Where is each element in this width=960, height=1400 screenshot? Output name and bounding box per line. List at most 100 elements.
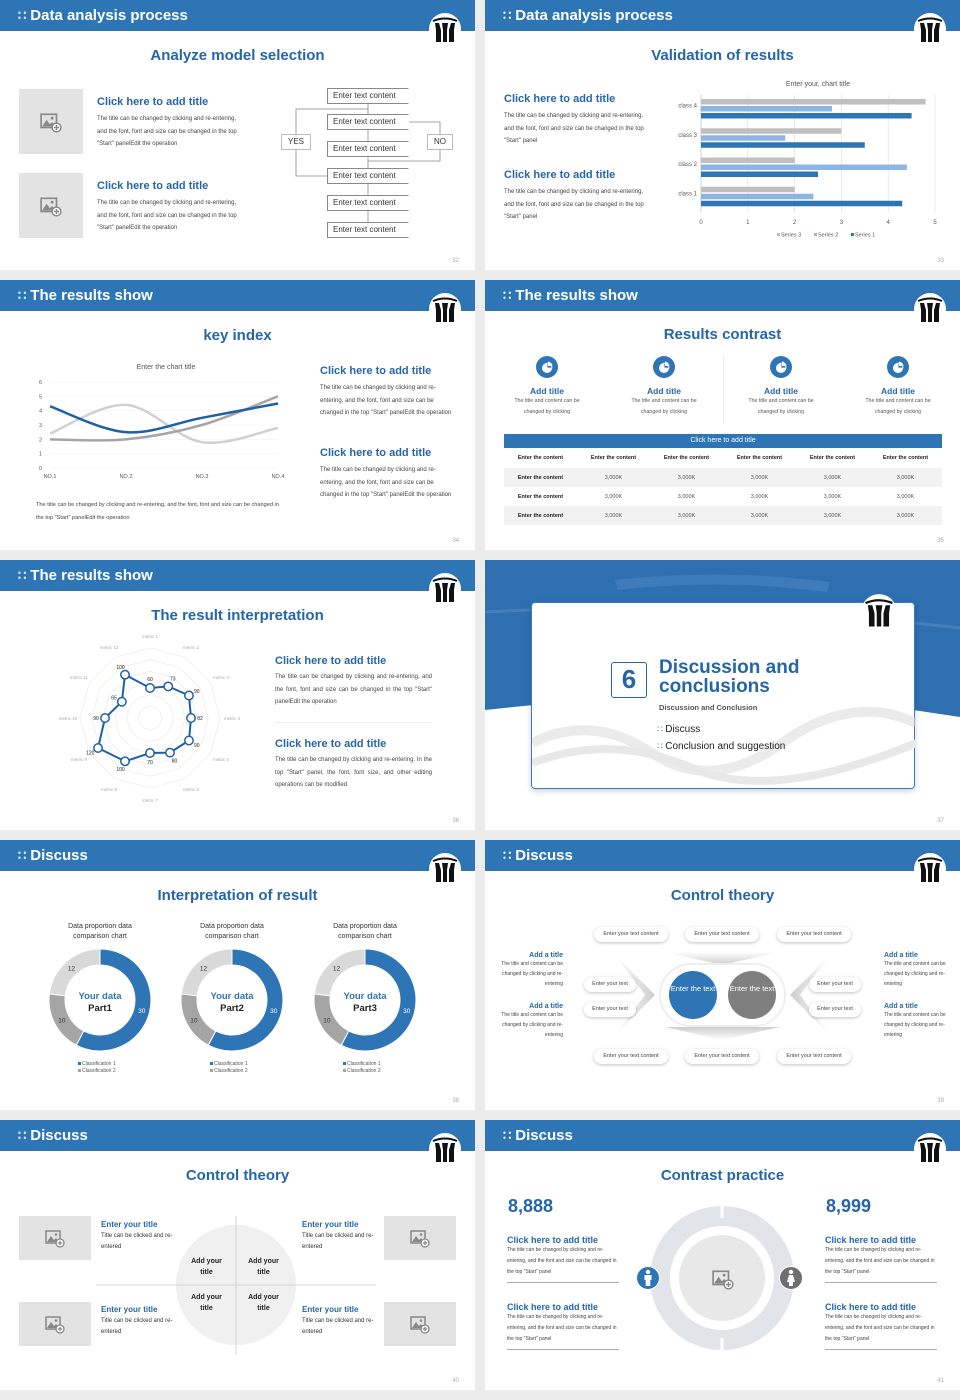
divider — [723, 356, 724, 424]
item-title[interactable]: Enter your title — [302, 1220, 359, 1229]
header-title: Discuss — [30, 1127, 88, 1144]
image-placeholder[interactable] — [19, 1216, 91, 1260]
data-label: 30 — [138, 1008, 146, 1015]
section-item[interactable]: ∷ Discuss — [657, 724, 700, 735]
flow-box[interactable]: Enter text content — [327, 88, 409, 104]
item-title[interactable]: Add a title — [529, 952, 563, 959]
card-title[interactable]: Add title — [530, 386, 564, 396]
slide-header: ∷ Data analysis process — [485, 0, 960, 31]
item-body: The title can be changed by clicking and… — [97, 200, 237, 231]
table-header-cell: Enter the content — [809, 455, 856, 461]
section-item[interactable]: ∷ Conclusion and suggestion — [657, 741, 785, 752]
picture-icon[interactable] — [712, 1268, 734, 1290]
text-pill[interactable]: Enter your text content — [777, 1049, 851, 1064]
image-placeholder[interactable] — [19, 173, 83, 238]
item-title[interactable]: Enter your title — [302, 1305, 359, 1314]
table-row: Enter the content 3,000K 3,000K 3,000K 3,000… — [504, 468, 942, 487]
text-pill[interactable]: Enter your text content — [685, 927, 759, 942]
card-title[interactable]: Add title — [881, 386, 915, 396]
flow-box[interactable]: Enter text content — [327, 195, 409, 211]
legend-label: Classification 1 — [347, 1061, 381, 1067]
series-line — [49, 395, 279, 442]
item-title[interactable]: Add a title — [529, 1003, 563, 1010]
text-pill[interactable]: Enter your text content — [594, 1049, 668, 1064]
chart-title: Data proportion data comparison chart — [200, 923, 264, 940]
data-label: 12 — [200, 965, 208, 972]
donut-center-label: Your data — [210, 991, 254, 1002]
legend-item: Classification 2 — [78, 1068, 116, 1074]
logo-icon — [428, 852, 462, 886]
item-title[interactable]: Click here to add title — [825, 1235, 917, 1245]
data-label: 30 — [270, 1008, 278, 1015]
section-item-label: Discuss — [665, 724, 701, 735]
quadrant-label[interactable]: Add your title — [248, 1258, 279, 1276]
text-pill[interactable]: Enter your text — [584, 1002, 636, 1017]
item-title[interactable]: Click here to add title — [825, 1302, 917, 1312]
item-title[interactable]: Click here to add title — [275, 738, 387, 750]
quadrant-label[interactable]: Add your title — [191, 1258, 222, 1276]
item-title[interactable]: Click here to add title — [97, 180, 209, 192]
item-title[interactable]: Click here to add title — [320, 447, 432, 459]
page-number: 38 — [452, 1098, 459, 1104]
image-placeholder[interactable] — [19, 1302, 91, 1346]
data-label: 100 — [116, 665, 125, 671]
radar-series — [96, 673, 193, 763]
card-title[interactable]: Add title — [647, 386, 681, 396]
radar-point — [93, 743, 103, 753]
item-title[interactable]: Enter your title — [101, 1305, 158, 1314]
image-placeholder[interactable] — [384, 1216, 456, 1260]
header-title: Discuss — [30, 847, 88, 864]
data-label: 10 — [190, 1017, 198, 1024]
flow-box[interactable]: Enter text content — [327, 222, 409, 238]
table-cell: 3,000K — [750, 474, 769, 481]
item-title[interactable]: Click here to add title — [504, 93, 616, 105]
bullet-icon: ∷ — [18, 288, 27, 303]
quadrant-label[interactable]: Add your title — [191, 1294, 222, 1312]
item-title[interactable]: Enter your title — [101, 1220, 158, 1229]
bar — [701, 128, 842, 134]
image-placeholder[interactable] — [384, 1302, 456, 1346]
flow-box[interactable]: Enter text content — [327, 114, 409, 130]
text-pill[interactable]: Enter your text — [809, 1002, 861, 1017]
category-label: NO.1 — [44, 474, 57, 480]
legend-swatch — [78, 1062, 81, 1065]
item-title[interactable]: Click here to add title — [504, 169, 616, 181]
bar — [701, 171, 818, 177]
page-number: 36 — [452, 818, 459, 824]
male-icon — [636, 1266, 660, 1290]
data-label: 70 — [147, 760, 153, 766]
card-title[interactable]: Add title — [764, 386, 798, 396]
legend-label: Series 3 — [781, 233, 801, 239]
flow-box[interactable]: Enter text content — [327, 141, 409, 157]
center-circle-gray[interactable]: Enter the text — [729, 984, 775, 993]
header-title: The results show — [30, 567, 153, 584]
table-cell: 3,000K — [896, 512, 915, 519]
quadrant-label[interactable]: Add your title — [248, 1294, 279, 1312]
item-title[interactable]: Click here to add title — [97, 96, 209, 108]
item-title[interactable]: Click here to add title — [507, 1302, 599, 1312]
table-caption[interactable]: Click here to add title — [504, 434, 942, 448]
item-title[interactable]: Click here to add title — [320, 365, 432, 377]
text-pill[interactable]: Enter your text — [809, 977, 861, 992]
item-title[interactable]: Click here to add title — [507, 1235, 599, 1245]
donut-center-label: Your data — [78, 991, 122, 1002]
axis-label: metric 12 — [100, 645, 119, 650]
donut-center-label: Part1 — [88, 1003, 112, 1014]
text-pill[interactable]: Enter your text — [584, 977, 636, 992]
item-title[interactable]: Click here to add title — [275, 655, 387, 667]
item-body: Title can be clicked and re-entered — [101, 1318, 173, 1335]
left-item: Add a title The title and content can be … — [499, 1003, 563, 1040]
text-pill[interactable]: Enter your text content — [594, 927, 668, 942]
text-pill[interactable]: Enter your text content — [685, 1049, 759, 1064]
item: Enter your title Title can be clicked and… — [101, 1305, 176, 1338]
slide-header: ∷ The results show — [0, 560, 475, 591]
data-label: 120 — [86, 751, 95, 757]
slide-34: ∷ The results show key index Enter the ch… — [0, 280, 475, 550]
flow-box[interactable]: Enter text content — [327, 168, 409, 184]
text-pill[interactable]: Enter your text content — [777, 927, 851, 942]
item-title[interactable]: Add a title — [884, 952, 918, 959]
item-title[interactable]: Add a title — [884, 1003, 918, 1010]
image-placeholder[interactable] — [19, 89, 83, 154]
data-label: 12 — [333, 965, 341, 972]
center-circle-blue[interactable]: Enter the text — [670, 984, 716, 993]
